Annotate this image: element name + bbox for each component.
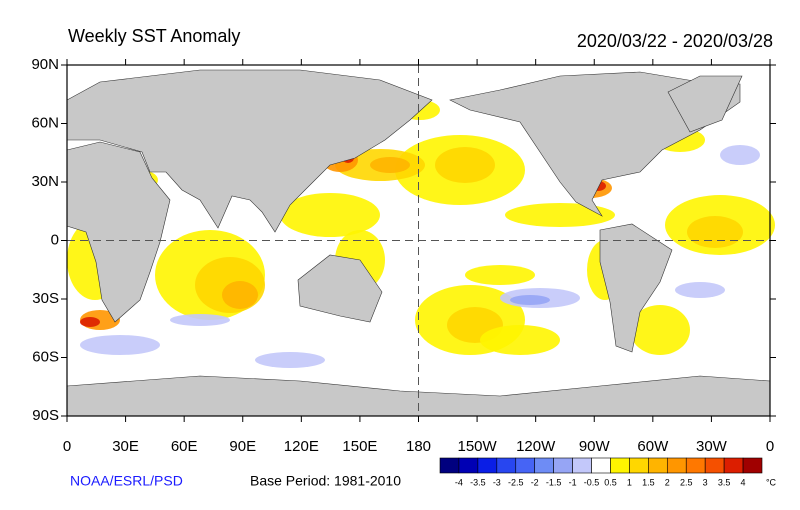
colorbar-label: -1.5 [546,477,562,487]
colorbar-label: -3 [493,477,501,487]
colorbar-unit: °C [766,477,777,487]
colorbar-label: -1 [569,477,577,487]
lon-tick-label: 120E [284,438,319,455]
lon-tick-label: 150E [342,438,377,455]
africa [66,141,171,323]
colorbar-box [685,457,706,474]
lon-tick-label: 0 [63,438,71,455]
lon-tick-label: 150W [457,438,497,455]
south-america [599,223,673,353]
lat-tick-label: 90S [32,407,59,424]
colorbar-box [515,457,536,474]
colorbar-label: 1.5 [642,477,655,487]
australia [297,254,383,323]
north-america [449,71,741,217]
colorbar-box [648,457,668,474]
anomaly-patch [505,203,615,227]
lon-tick-label: 30E [112,438,139,455]
anomaly-patch [630,305,690,355]
colorbar-label: 4 [741,477,746,487]
lon-tick-label: 60E [171,438,198,455]
anomaly-patch [370,157,410,173]
anomaly-patch [80,335,160,355]
eurasia [66,69,433,233]
lat-tick-label: 30S [32,290,59,307]
anomaly-patch [435,147,495,183]
lon-tick-label: 120W [516,438,556,455]
title: Weekly SST Anomaly [68,26,240,46]
colorbar-box [572,457,592,474]
anomaly-patch [80,317,100,327]
colorbar-box [591,457,611,474]
anomaly-patch [687,216,743,248]
colorbar-label: 3.5 [718,477,731,487]
colorbar-label: 1 [627,477,632,487]
lat-tick-label: 60S [32,348,59,365]
lon-tick-label: 0 [766,438,774,455]
colorbar-box [496,457,517,474]
colorbar-box [610,457,630,474]
lon-tick-label: 180 [406,438,431,455]
lon-tick-label: 60W [637,438,669,455]
colorbar-box [723,457,744,474]
colorbar-label: 2.5 [680,477,693,487]
colorbar-label: 2 [665,477,670,487]
colorbar-label: -2.5 [508,477,524,487]
lat-tick-label: 30N [31,173,59,190]
date-range: 2020/03/22 - 2020/03/28 [577,31,773,51]
colorbar-box [439,457,460,474]
anomaly-patch [510,295,550,305]
anomaly-patch [465,265,535,285]
anomaly-patch [720,145,760,165]
colorbar-label: 0.5 [604,477,617,487]
colorbar-label: -3.5 [470,477,486,487]
colorbar-box [666,457,687,474]
anomaly-patch [480,325,560,355]
lat-tick-label: 0 [51,231,59,248]
colorbar-box [534,457,554,474]
lon-tick-label: 30W [696,438,728,455]
colorbar-box [742,457,763,474]
lon-tick-label: 90E [229,438,256,455]
colorbar-box [477,457,498,474]
credit: NOAA/ESRL/PSD [70,473,183,489]
colorbar-label: -4 [455,477,463,487]
anomaly-patch [280,193,380,237]
colorbar-box [458,457,479,474]
base-period: Base Period: 1981-2010 [250,473,401,489]
lat-tick-label: 90N [31,56,59,73]
colorbar-box [704,457,725,474]
anomaly-patch [170,314,230,326]
colorbar-label: 3 [703,477,708,487]
colorbar-label: -2 [531,477,539,487]
lon-tick-label: 90W [579,438,611,455]
colorbar-box [629,457,649,474]
anomaly-patch [222,281,258,309]
colorbar-label: -0.5 [584,477,600,487]
anomaly-patch [255,352,325,368]
lat-tick-label: 60N [31,114,59,131]
anomaly-patch [675,282,725,298]
greenland [667,75,743,133]
colorbar-box [553,457,573,474]
